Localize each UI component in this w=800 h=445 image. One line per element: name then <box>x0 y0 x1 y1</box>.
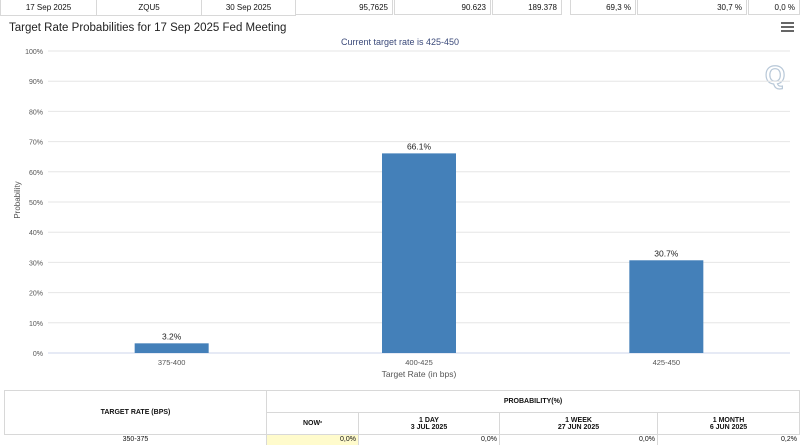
now-header: NOW * <box>266 412 359 435</box>
x-tick-label: 400-425 <box>405 358 433 367</box>
row-week-value: 0,0% <box>499 435 658 445</box>
data-label-400-425: 66.1% <box>407 141 432 151</box>
y-axis-ticks: 0% 10% 20% 30% 40% 50% 60% 70% 80% 90% 100% <box>25 49 43 358</box>
target-rate-header: TARGET RATE (BPS) <box>4 390 267 435</box>
mid-price-cell: 95,7625 <box>295 0 393 15</box>
ease-prob-cell: 69,3 % <box>570 0 636 15</box>
one-day-header: 1 DAY 3 JUL 2025 <box>358 412 500 435</box>
chart-title: Target Rate Probabilities for 17 Sep 202… <box>9 22 287 34</box>
one-month-header: 1 MONTH 6 JUN 2025 <box>657 412 800 435</box>
probability-header: PROBABILITY(%) <box>266 390 800 413</box>
y-tick-label: 50% <box>29 200 43 207</box>
chart-subtitle: Current target rate is 425-450 <box>340 37 460 47</box>
contract-cell: ZQU5 <box>96 0 202 16</box>
y-tick-label: 0% <box>33 351 43 358</box>
one-month-date: 6 JUN 2025 <box>709 423 748 431</box>
hike-prob-cell: 0,0 % <box>748 0 800 15</box>
data-label-375-400: 3.2% <box>162 331 182 341</box>
prior-volume-cell: 90.623 <box>394 0 491 15</box>
y-tick-label: 10% <box>29 321 43 328</box>
y-tick-label: 70% <box>29 140 43 147</box>
y-tick-label: 60% <box>29 170 43 177</box>
now-marker: * <box>320 420 323 427</box>
bar-375-400[interactable] <box>134 343 209 353</box>
x-tick-label: 425-450 <box>653 358 681 367</box>
bars-group: 3.2% 375-400 66.1% 400-425 30.7% 425-450 <box>134 141 704 367</box>
y-tick-label: 30% <box>29 260 43 267</box>
prior-oi-cell: 189.378 <box>492 0 562 15</box>
one-day-date: 3 JUL 2025 <box>410 423 448 431</box>
y-tick-label: 20% <box>29 291 43 298</box>
logo-watermark-icon: Q <box>764 60 785 91</box>
x-tick-label: 375-400 <box>158 358 186 367</box>
futures-summary-row: 17 Sep 2025 ZQU5 30 Sep 2025 95,7625 90.… <box>0 0 800 17</box>
menu-icon[interactable] <box>781 22 794 33</box>
bar-425-450[interactable] <box>629 260 704 353</box>
y-tick-label: 90% <box>29 79 43 86</box>
row-rate: 350-375 <box>122 436 149 443</box>
data-label-425-450: 30.7% <box>654 248 679 258</box>
expires-cell: 30 Sep 2025 <box>201 0 296 16</box>
y-tick-label: 80% <box>29 109 43 116</box>
one-week-header: 1 WEEK 27 JUN 2025 <box>499 412 658 435</box>
one-day-label: 1 DAY <box>419 416 439 424</box>
row-now-value: 0,0% <box>266 435 359 445</box>
meeting-date-cell: 17 Sep 2025 <box>0 0 97 16</box>
row-month-value: 0,2% <box>657 435 800 445</box>
y-tick-label: 40% <box>29 230 43 237</box>
row-day-value: 0,0% <box>358 435 500 445</box>
y-tick-label: 100% <box>25 49 43 56</box>
probability-bar-chart: 0% 10% 20% 30% 40% 50% 60% 70% 80% 90% 100% 3.2% 37… <box>13 49 790 379</box>
one-month-label: 1 MONTH <box>712 416 745 424</box>
no-change-prob-cell: 30,7 % <box>637 0 747 15</box>
now-label: NOW <box>302 420 321 427</box>
svg-text:Q: Q <box>765 60 785 90</box>
bar-400-425[interactable] <box>382 153 456 353</box>
x-axis-label: Target Rate (in bps) <box>382 369 457 379</box>
probability-table: TARGET RATE (BPS) PROBABILITY(%) NOW * 1 … <box>0 390 800 445</box>
one-week-label: 1 WEEK <box>565 416 592 424</box>
y-axis-label: Probability <box>13 181 22 218</box>
one-week-date: 27 JUN 2025 <box>557 423 600 431</box>
